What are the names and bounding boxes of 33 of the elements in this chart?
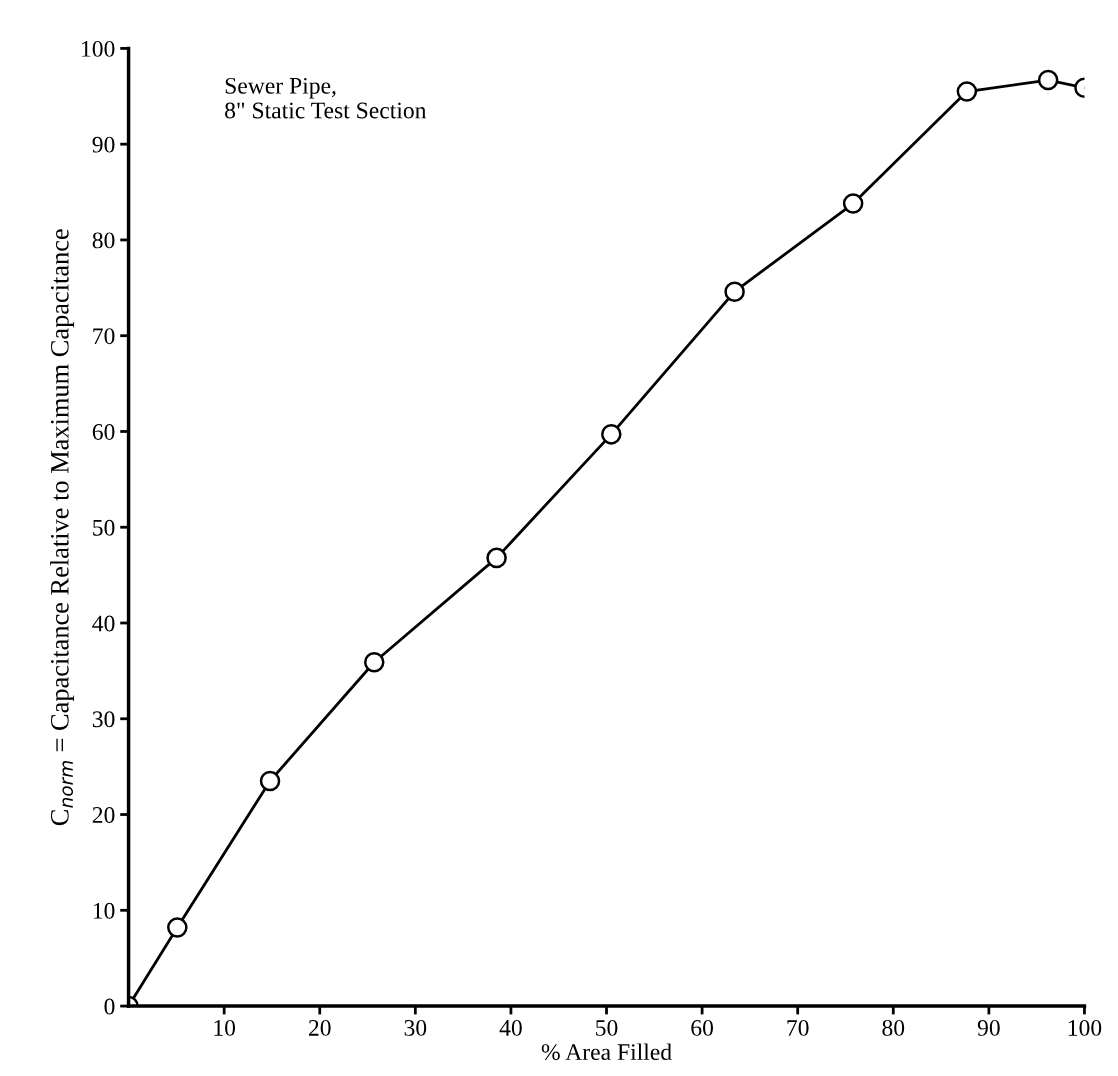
y-tick-label: 0 xyxy=(104,998,115,1015)
y-tick-label: 50 xyxy=(93,519,115,536)
point xyxy=(956,81,978,102)
y-axis-title: C$_{norm}$ = Capacitance Relative to Maximum Capacitance xyxy=(50,229,75,826)
point xyxy=(842,193,864,214)
x-tick-label: 30 xyxy=(404,1019,427,1036)
x-axis-title: % Area Filled xyxy=(541,1043,672,1061)
y-tick-label: 70 xyxy=(93,328,115,345)
x-tick-label: 80 xyxy=(882,1019,905,1036)
x-tick-label: 40 xyxy=(499,1019,522,1036)
x-tick-label: 50 xyxy=(596,1019,618,1036)
y-tick-label: 90 xyxy=(92,136,115,153)
point xyxy=(259,770,281,792)
point xyxy=(167,917,188,938)
x-tick-label: 20 xyxy=(308,1019,331,1036)
point xyxy=(724,281,745,302)
y-tick-label: 60 xyxy=(92,423,115,440)
x-tick-label: 10 xyxy=(214,1019,236,1036)
point xyxy=(1037,69,1059,91)
y-tick-label: 80 xyxy=(92,232,115,249)
annotation: Sewer Pipe, 8" Static Test Section xyxy=(225,77,427,119)
x-tick-label: 70 xyxy=(787,1019,809,1036)
y-tick-label: 10 xyxy=(93,902,115,919)
point xyxy=(486,547,507,569)
y-tick-label: 100 xyxy=(82,40,115,57)
y-tick-label: 30 xyxy=(92,711,115,728)
x-tick-label: 90 xyxy=(977,1019,1000,1036)
y-tick-label: 20 xyxy=(92,807,115,823)
y-tick-label: 40 xyxy=(92,615,115,632)
x-tick-label: 60 xyxy=(691,1019,714,1036)
point xyxy=(363,651,385,673)
point xyxy=(601,424,622,445)
x-tick-label: 100 xyxy=(1068,1019,1102,1036)
